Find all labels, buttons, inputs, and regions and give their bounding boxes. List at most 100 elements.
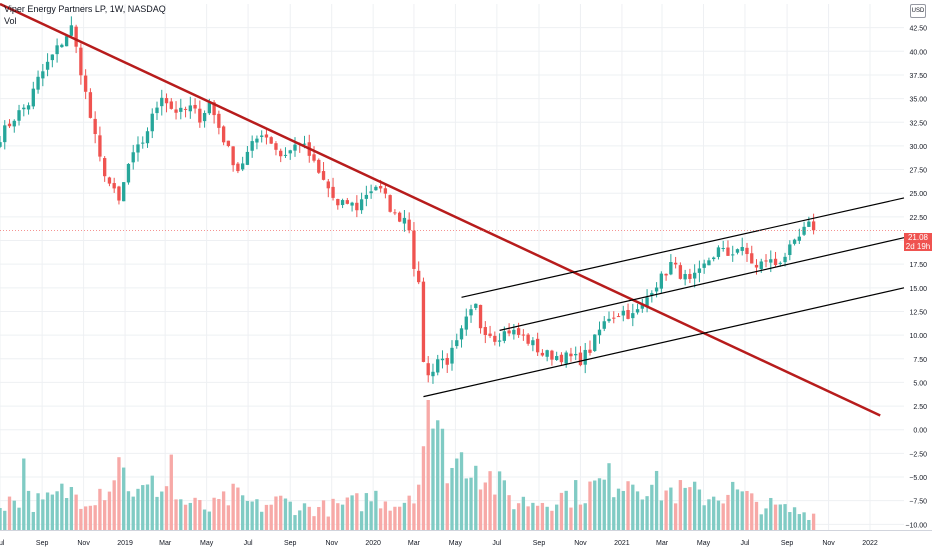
y-tick-label: 42.50 (909, 26, 927, 33)
volume-bar (374, 490, 378, 530)
volume-bar (3, 510, 7, 530)
volume-bar (550, 510, 554, 530)
volume-bar (583, 503, 587, 530)
x-tick-label: Nov (325, 540, 338, 547)
candle-body (93, 118, 97, 135)
candle-body (745, 247, 749, 255)
volume-bar (769, 497, 773, 530)
volume-bar (136, 488, 140, 530)
volume-bar (497, 471, 502, 530)
candle-body (540, 352, 545, 356)
volume-bar (607, 463, 611, 530)
volume-bar (122, 467, 126, 530)
volume-bar (488, 471, 492, 530)
volume-bar (288, 501, 292, 530)
volume-bar (269, 504, 273, 530)
candle-body (260, 135, 264, 137)
volume-bar (393, 506, 397, 530)
volume-bar (112, 480, 116, 530)
candle-body (526, 334, 530, 344)
volume-bar (179, 499, 183, 530)
volume-bar (26, 490, 31, 530)
candle-body (778, 262, 782, 264)
volume-bar (183, 504, 188, 530)
candle-body (369, 191, 373, 194)
candle-body (174, 109, 178, 113)
currency-button[interactable]: USD (910, 4, 926, 18)
channel-lower[interactable] (423, 287, 905, 398)
volume-bar (712, 496, 716, 530)
volume-bar (669, 487, 673, 530)
volume-bar (450, 467, 454, 530)
volume-bar (726, 494, 730, 530)
candle-body (326, 181, 330, 189)
volume-bar (621, 490, 625, 530)
volume-bar (521, 496, 526, 530)
candle-body (122, 182, 126, 202)
volume-bar (455, 458, 459, 530)
volume-bar (412, 503, 416, 530)
volume-bar (207, 511, 212, 530)
candle-body (183, 108, 188, 110)
candle-body (355, 202, 359, 211)
candle-body (669, 262, 673, 275)
volume-bar (692, 481, 697, 530)
x-tick-label: Jul (0, 540, 5, 547)
volume-bar (202, 509, 207, 530)
y-tick-label: 22.50 (909, 215, 927, 222)
candle-body (559, 354, 564, 363)
volume-bar (602, 479, 606, 530)
candle-body (193, 104, 197, 109)
volume-bar (236, 487, 240, 530)
volume-bar (802, 512, 806, 530)
x-tick-label: Sep (533, 540, 546, 547)
volume-bar (174, 499, 178, 530)
volume-bar (664, 490, 668, 530)
candle-body (436, 359, 440, 373)
descending-trendline[interactable] (0, 2, 881, 417)
x-tick-label: Mar (159, 540, 172, 547)
candle-body (378, 186, 383, 189)
volume-bar (274, 496, 278, 530)
candle-body (31, 88, 35, 107)
candle-body (754, 264, 759, 268)
candle-body (69, 25, 74, 36)
x-axis[interactable]: Jul Sep Nov 2019 Mar May Jul Sep Nov 2020 Mar May Ju… (0, 530, 932, 548)
volume-bar (83, 506, 88, 530)
candle-body (407, 219, 411, 231)
candle-body (264, 134, 269, 138)
volume-bars (0, 400, 816, 530)
candle-body (164, 98, 169, 104)
candle-body (759, 261, 763, 270)
volume-bar (378, 508, 383, 530)
volume-bar (683, 487, 687, 530)
x-tick-label: Mar (408, 540, 421, 547)
drawings[interactable] (0, 2, 905, 417)
candle-body (764, 260, 768, 262)
volume-bar (778, 504, 782, 530)
x-tick-label: Jul (740, 540, 749, 547)
x-tick-label: Sep (36, 540, 49, 547)
candle-body (521, 334, 526, 336)
volume-bar (359, 511, 364, 530)
channel-upper[interactable] (461, 197, 905, 298)
candle-body (426, 363, 430, 376)
volume-legend-label: Vol (4, 16, 17, 26)
channel-middle[interactable] (499, 237, 905, 331)
y-axis[interactable]: 42.50 40.00 37.50 35.00 32.50 30.00 27.50 25.00… (905, 26, 927, 530)
candle-body (421, 281, 426, 362)
candle-body (245, 151, 250, 165)
candle-body (359, 199, 364, 211)
volume-bar (331, 498, 335, 530)
x-tick-label: Sep (284, 540, 297, 547)
candle-body (345, 200, 349, 204)
candle-body (60, 44, 64, 48)
x-tick-label: May (200, 540, 214, 547)
candle-body (274, 143, 278, 150)
candle-body (569, 353, 573, 357)
candle-body (212, 102, 216, 116)
candle-body (602, 321, 606, 329)
candle-body (336, 199, 340, 206)
